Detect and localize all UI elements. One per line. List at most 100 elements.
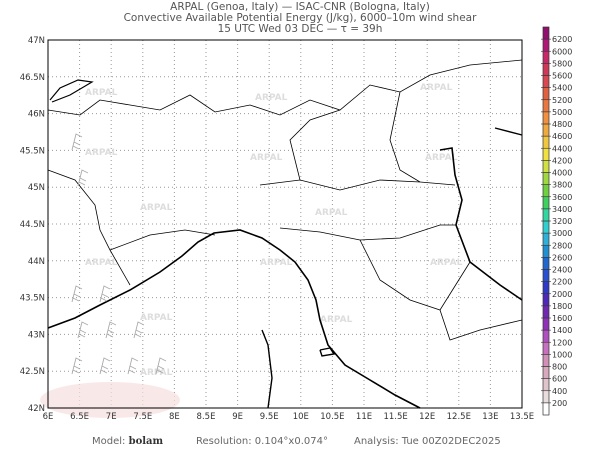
colorbar-label: 3400 xyxy=(552,205,572,214)
wind-barb xyxy=(99,357,111,375)
colorbar-segment xyxy=(542,281,550,294)
colorbar-segment xyxy=(542,342,550,355)
lon-label: 10.5E xyxy=(320,412,344,422)
colorbar-segment xyxy=(542,354,550,367)
colorbar-label: 400 xyxy=(552,387,567,396)
map-frame xyxy=(47,39,523,409)
lat-label: 43.5N xyxy=(20,294,45,304)
wind-barb xyxy=(71,285,83,303)
lat-label: 43N xyxy=(28,330,45,340)
ligurian-tyrrhenian-coast xyxy=(47,229,421,409)
axis-labels: 6E 6.5E 7E 7.5E 8E 8.5E 9E 9.5E 10E 10.5E 11E 11.5E… xyxy=(20,36,534,422)
colorbar-segment xyxy=(542,378,550,391)
colorbar-segment xyxy=(542,390,550,404)
colorbar-segment xyxy=(542,148,550,161)
wind-barb xyxy=(99,285,111,303)
wind-barb xyxy=(105,321,117,339)
lon-label: 10E xyxy=(293,412,309,422)
colorbar-segment xyxy=(542,220,550,234)
lon-label: 6.5E xyxy=(70,412,89,422)
colorbar-label: 5200 xyxy=(552,96,572,105)
colorbar-segment xyxy=(542,111,550,125)
lon-label: 13E xyxy=(482,412,498,422)
arpal-watermark: ARPAL xyxy=(430,258,463,268)
colorbar-segment xyxy=(542,63,550,76)
colorbar-segment xyxy=(542,172,550,185)
lon-label: 7E xyxy=(106,412,117,422)
colorbar-segment xyxy=(542,257,550,270)
colorbar-label: 800 xyxy=(552,363,567,372)
colorbar-label: 1000 xyxy=(552,350,572,359)
title-line-1: ARPAL (Genoa, Italy) — ISAC-CNR (Bologna… xyxy=(170,1,430,13)
lon-label: 9E xyxy=(232,412,243,422)
colorbar-segment xyxy=(542,208,550,222)
colorbar-label: 1200 xyxy=(552,338,572,347)
lon-label: 11.5E xyxy=(383,412,407,422)
arpal-watermark: ARPAL xyxy=(425,153,458,163)
lat-label: 45N xyxy=(28,183,45,193)
arpal-watermark: ARPAL xyxy=(250,153,283,163)
cape-shading xyxy=(40,382,180,418)
colorbar-segment xyxy=(542,99,550,113)
lon-label: 8E xyxy=(169,412,180,422)
wind-barb xyxy=(133,321,145,339)
colorbar-segment xyxy=(542,402,550,416)
corsica xyxy=(261,329,273,409)
colorbar-label: 5000 xyxy=(552,108,572,117)
colorbar-label: 1400 xyxy=(552,326,572,335)
colorbar-label: 2400 xyxy=(552,266,572,275)
colorbar-label: 3800 xyxy=(552,181,572,190)
wind-barb xyxy=(71,133,83,151)
title-line-2: Convective Available Potential Energy (J… xyxy=(123,12,477,24)
arpal-watermark: ARPAL xyxy=(420,83,453,93)
arpal-watermark: ARPAL xyxy=(140,203,173,213)
title-line-3: 15 UTC Wed 03 DEC — τ = 39h xyxy=(217,23,383,35)
lon-label: 11E xyxy=(356,412,372,422)
adriatic-coast xyxy=(439,147,523,301)
colorbar-label: 6200 xyxy=(552,35,572,44)
colorbar-label: 6000 xyxy=(552,47,572,56)
colorbar-label: 4400 xyxy=(552,144,572,153)
lat-label: 47N xyxy=(28,36,45,46)
footer-model: Model: bolam xyxy=(92,436,164,447)
colorbar-label: 5800 xyxy=(552,59,572,68)
lon-label: 6E xyxy=(43,412,54,422)
lon-label: 9.5E xyxy=(260,412,279,422)
colorbar-segment xyxy=(542,196,550,210)
colorbar-label: 1600 xyxy=(552,314,572,323)
colorbar-segment xyxy=(542,51,550,64)
lon-label: 7.5E xyxy=(133,412,152,422)
arpal-watermark: ARPAL xyxy=(255,93,288,103)
colorbar-segment xyxy=(542,269,550,282)
wind-barbs xyxy=(71,133,167,375)
lat-label: 46N xyxy=(28,110,45,120)
colorbar-segment xyxy=(542,135,550,149)
colorbar-label: 4800 xyxy=(552,120,572,129)
colorbar-segment xyxy=(542,366,550,379)
lon-label: 12E xyxy=(419,412,435,422)
lat-label: 44N xyxy=(28,257,45,267)
arpal-watermark: ARPAL xyxy=(260,258,293,268)
colorbar-label: 200 xyxy=(552,399,567,408)
istria xyxy=(494,127,523,136)
colorbar-segment xyxy=(542,75,550,88)
colorbar-segment xyxy=(542,317,550,331)
colorbar-segment xyxy=(542,305,550,319)
wind-barb xyxy=(155,357,167,375)
colorbar-label: 2600 xyxy=(552,253,572,262)
lon-label: 8.5E xyxy=(197,412,216,422)
lat-label: 46.5N xyxy=(20,73,45,83)
colorbar-label: 3000 xyxy=(552,229,572,238)
lon-label: 12.5E xyxy=(447,412,471,422)
wind-barb xyxy=(77,169,89,187)
colorbar: 200 400 600 800 1000 1200 1400 1600 1800 2000 2200… xyxy=(541,26,572,416)
arpal-watermark: ARPAL xyxy=(85,148,118,158)
colorbar-label: 600 xyxy=(552,375,567,384)
colorbar-segment xyxy=(542,87,550,100)
watermarks: ARPAL ARPAL ARPAL ARPAL ARPAL ARPAL ARPAL ARPAL… xyxy=(85,83,463,378)
colorbar-label: 5400 xyxy=(552,84,572,93)
footer-analysis: Analysis: Tue 00Z02DEC2025 xyxy=(354,436,501,447)
arpal-watermark: ARPAL xyxy=(85,258,118,268)
colorbar-segment xyxy=(542,245,550,258)
